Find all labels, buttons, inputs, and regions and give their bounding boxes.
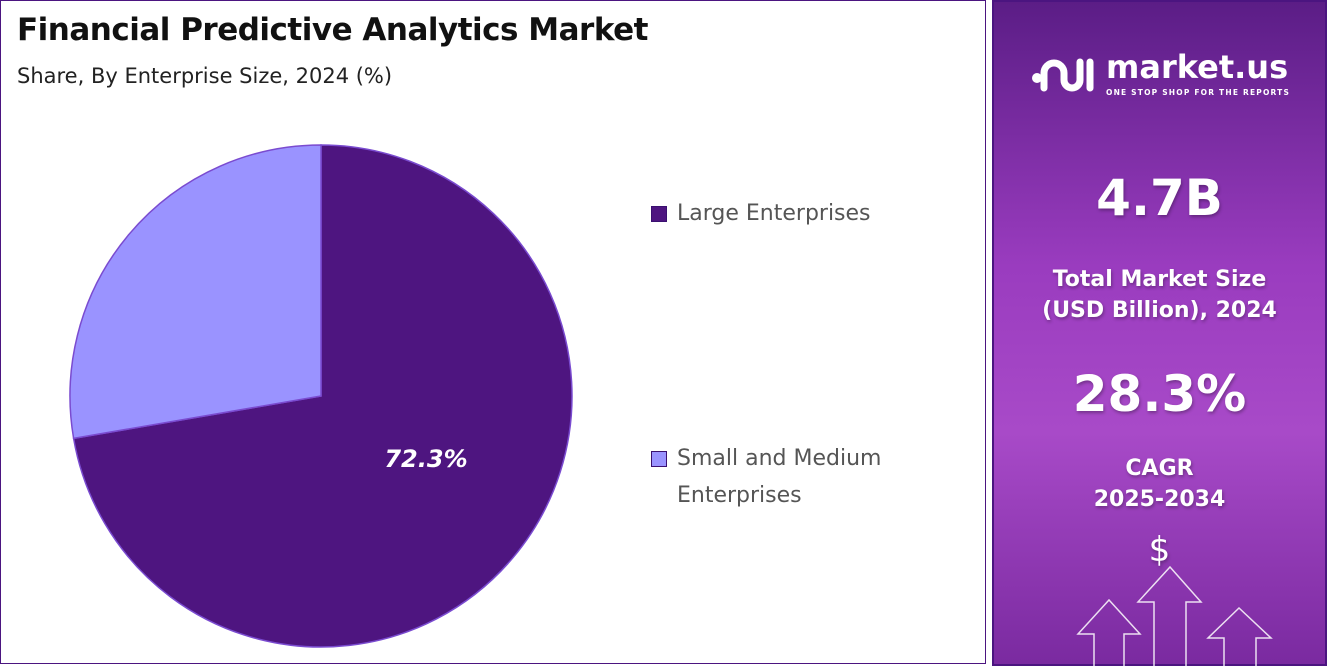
- growth-arrows-icon: [1076, 565, 1273, 668]
- pie-slice-1: [69, 144, 322, 440]
- chart-subtitle: Share, By Enterprise Size, 2024 (%): [17, 64, 393, 88]
- logo-icon: [1032, 58, 1094, 92]
- legend-swatch: [651, 206, 667, 222]
- pie-slice-0: [72, 144, 573, 648]
- brand-tagline: ONE STOP SHOP FOR THE REPORTS: [1106, 88, 1291, 97]
- market-us-logo: market.us ONE STOP SHOP FOR THE REPORTS: [1030, 48, 1290, 98]
- legend-swatch: [651, 451, 667, 467]
- dollar-icon: $: [1148, 530, 1171, 570]
- data-label-0: 72.3%: [384, 445, 467, 473]
- chart-title: Financial Predictive Analytics Market: [17, 12, 648, 48]
- pie-chart: 72.3%: [69, 144, 573, 648]
- cagr-value: 28.3%: [1072, 365, 1247, 423]
- cagr-label: CAGR: [1125, 456, 1194, 481]
- brand-name: market.us: [1106, 48, 1289, 86]
- market-size-unit: (USD Billion), 2024: [1042, 298, 1277, 323]
- cagr-period: 2025-2034: [1093, 487, 1226, 512]
- legend-label: Small and Medium Enterprises: [677, 446, 882, 508]
- summary-panel: market.us ONE STOP SHOP FOR THE REPORTS …: [992, 0, 1327, 668]
- market-size-value: 4.7B: [1096, 169, 1223, 227]
- legend-item-sme: Small and Medium Enterprises: [651, 440, 911, 514]
- chart-panel: Financial Predictive Analytics Market Sh…: [0, 0, 986, 664]
- legend-item-large: Large Enterprises: [651, 195, 871, 232]
- market-size-label: Total Market Size: [1052, 267, 1267, 292]
- legend-label: Large Enterprises: [677, 201, 871, 226]
